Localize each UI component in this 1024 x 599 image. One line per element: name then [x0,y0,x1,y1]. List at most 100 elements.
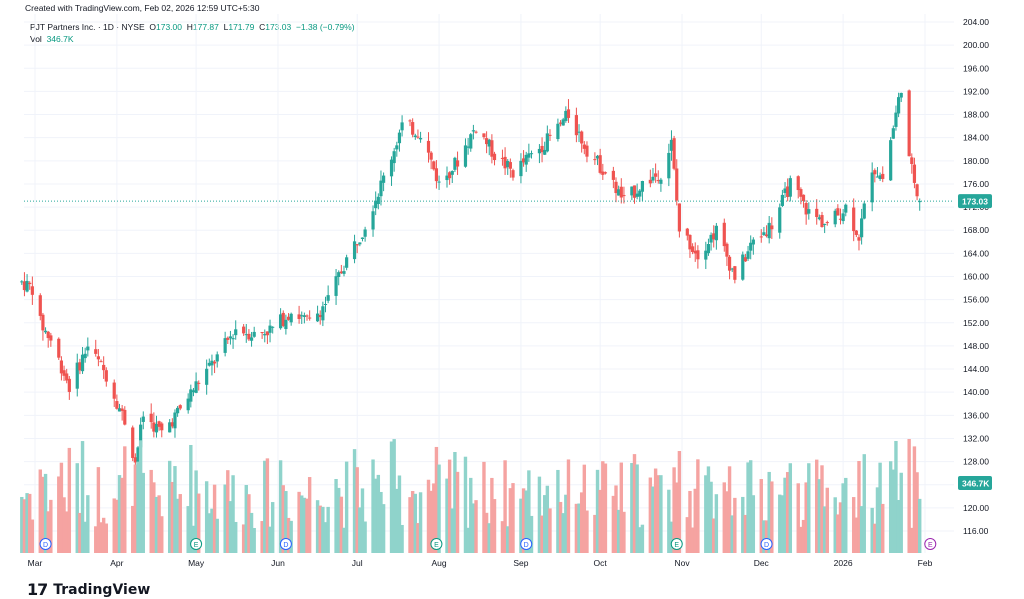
volume-bar [918,498,922,553]
candle-body [580,131,584,144]
volume-bar [653,468,658,553]
dividend-marker-icon[interactable]: D [279,538,292,550]
candle-body [99,361,103,363]
volume-bar [463,456,468,553]
dividend-marker-icon[interactable]: D [760,538,773,550]
volume-bar [334,479,338,553]
low-value: 171.79 [228,22,255,32]
candle-body [823,223,827,225]
volume-bar [175,498,180,553]
price-tick-label: 188.00 [963,110,989,120]
candle-body [281,312,285,326]
volume-bar [487,523,491,553]
volume-bar [471,503,476,553]
volume-bar [355,467,359,553]
candle-body [445,175,449,181]
x-axis-label: Sep [513,558,528,568]
volume-bar [167,460,172,553]
volume-bar [799,526,803,553]
candle-body [178,405,182,409]
candle-body [315,313,320,322]
candle-body [43,330,48,333]
earnings-marker-icon[interactable]: E [670,538,683,550]
candle-body [469,134,473,149]
volume-bar [173,466,177,553]
candle-body [521,158,526,163]
x-axis-label: 2026 [834,558,853,568]
candle-body [318,315,322,318]
volume-bar [57,476,61,553]
candle-body [416,136,420,138]
candle-body [762,232,766,236]
candle-body [133,457,137,463]
volume-bar [408,497,412,553]
volume-bar [241,524,246,553]
volume-bar [548,508,552,553]
candle-body [799,189,803,197]
volume-bar [675,482,679,553]
dividend-marker-icon[interactable]: D [520,538,533,550]
volume-bar [511,483,515,553]
candle-body [896,97,901,114]
candle-body [326,295,330,301]
earnings-marker-icon[interactable]: E [430,538,443,550]
candle-body [268,325,272,333]
volume-bar [197,493,201,553]
volume-bar [321,506,325,553]
candle-body [210,360,214,366]
earnings-marker-icon[interactable]: E [924,538,937,550]
volume-bar [376,474,381,553]
candle-body [173,412,177,429]
candle-body [833,210,837,225]
volume-bar [743,514,748,553]
price-tick-label: 200.00 [963,40,989,50]
x-axis-label: Dec [754,558,770,568]
price-tick-label: 180.00 [963,156,989,166]
earnings-marker-icon[interactable]: E [190,538,203,550]
candle-body [205,368,209,385]
candle-body [709,234,713,243]
volume-bar [281,485,285,553]
volume-bar [748,460,753,553]
candle-body [622,195,626,197]
volume-bar [157,495,161,553]
volume-bar [194,470,198,553]
x-axis-label: Nov [674,558,690,568]
volume-bar [796,483,800,553]
candle-body [160,423,164,431]
close-label: C [259,22,266,32]
volume-bar [381,504,386,553]
volume-bar [529,515,534,553]
candle-body [429,152,433,160]
volume-bar [117,475,122,553]
volume-bar [450,508,454,553]
volume-bar [289,520,293,553]
volume-bar [268,526,272,553]
candle-body [558,122,563,124]
candle-body [342,271,346,274]
volume-bar [841,483,845,553]
candle-body [392,151,396,164]
candle-body [455,160,460,167]
high-label: H [186,22,193,32]
dividend-marker-icon[interactable]: D [39,538,52,550]
volume-bar [432,483,436,553]
volume-bar [912,446,917,553]
candle-body [358,242,362,245]
volume-bar [817,479,822,553]
volume-bar [302,497,307,553]
price-tick-label: 168.00 [963,225,989,235]
candle-body [632,185,637,198]
volume-bar [67,447,72,553]
candle-body [770,225,774,230]
volume-bar [685,517,690,553]
candle-body [788,178,792,197]
candle-body [149,413,153,423]
volume-bar [455,471,460,553]
volume-bar [86,495,90,553]
volume-bar [574,503,579,553]
volume-bar [28,493,32,553]
volume-bar [764,520,769,553]
volume-bar [506,526,510,553]
